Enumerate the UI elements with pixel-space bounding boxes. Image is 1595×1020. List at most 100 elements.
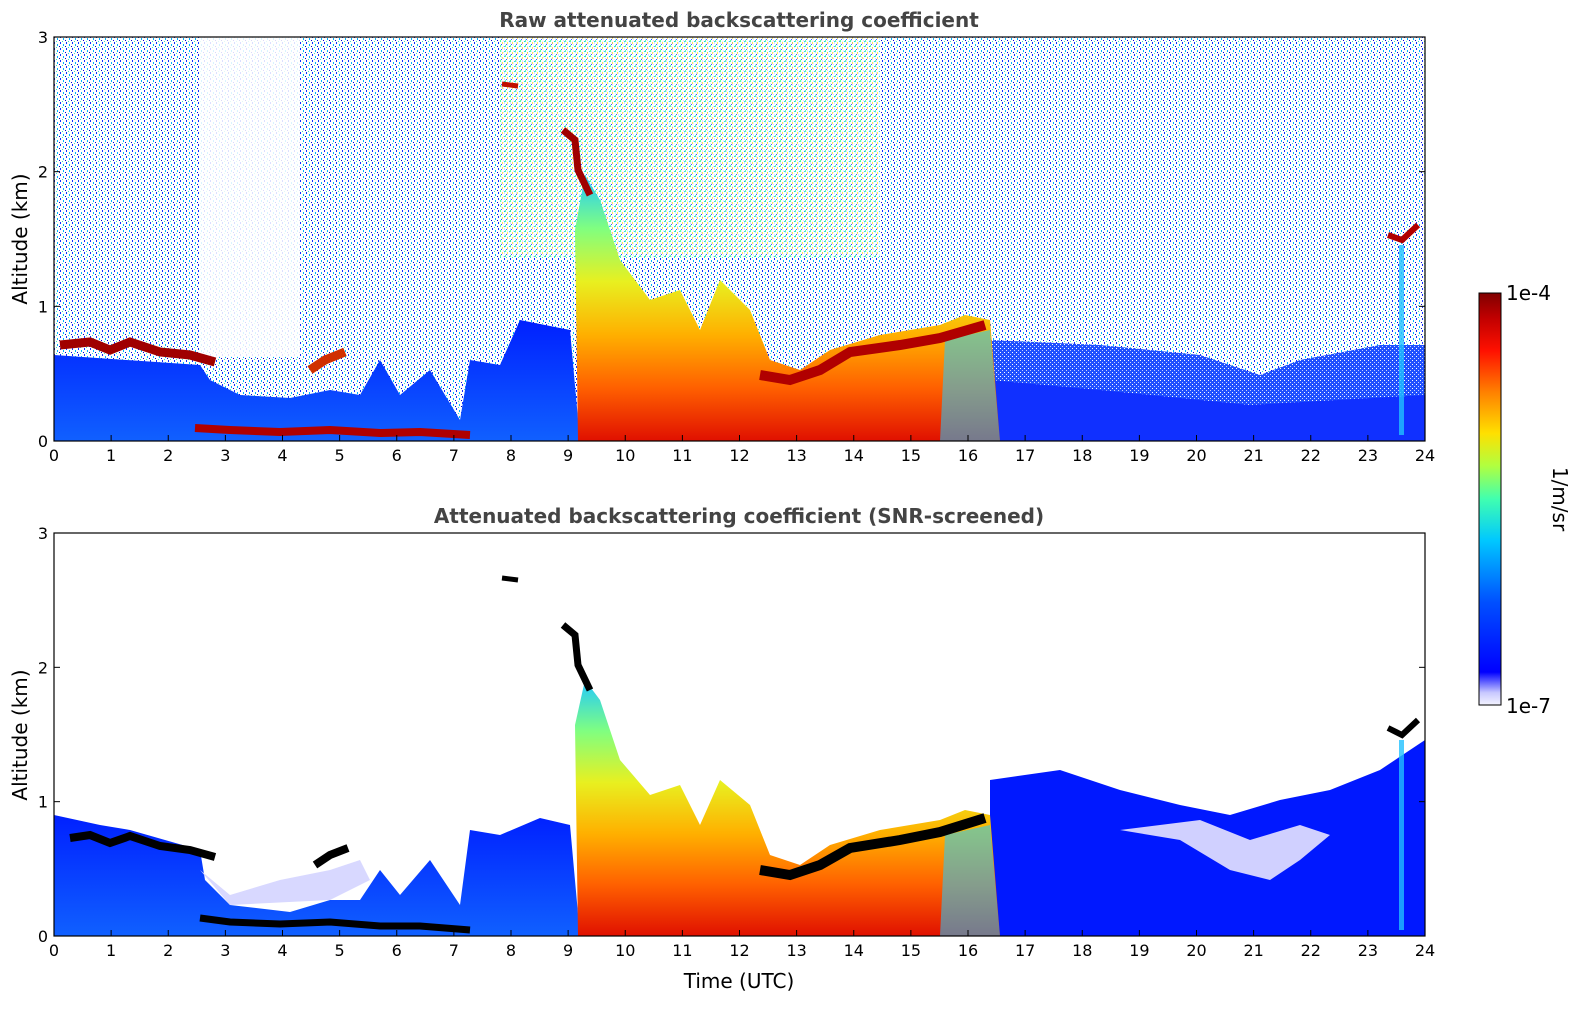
bottom-plume (575, 680, 1000, 936)
top-x-tick-label: 21 (1243, 446, 1263, 465)
top-x-tick-label: 12 (729, 446, 749, 465)
bottom-x-tick-label: 5 (335, 941, 345, 960)
colorbar: 1e-4 1e-7 1/m/sr (1478, 281, 1572, 718)
bottom-plume-fade (940, 825, 1000, 936)
top-y-tick-label: 2 (38, 163, 48, 182)
bottom-y-tick-label: 1 (38, 793, 48, 812)
bottom-cloud-layer-midday (759, 813, 987, 881)
colorbar-unit-label: 1/m/sr (1548, 467, 1572, 532)
top-x-tick-label: 19 (1129, 446, 1149, 465)
top-x-tick-label: 5 (335, 446, 345, 465)
top-y-axis-label: Altitude (km) (8, 173, 32, 304)
bottom-x-tick-label: 14 (844, 941, 864, 960)
top-fog-layer (194, 424, 471, 439)
bottom-x-tick-label: 23 (1358, 941, 1378, 960)
bottom-high-cloud-9h (560, 622, 594, 692)
bottom-x-tick-label: 24 (1415, 941, 1435, 960)
colorbar-max-label: 1e-4 (1506, 281, 1551, 305)
bottom-x-tick-label: 1 (106, 941, 116, 960)
top-y-tick-label: 0 (38, 432, 48, 451)
top-plume-fade (940, 330, 1000, 441)
bottom-y-tick-label: 2 (38, 658, 48, 677)
top-x-tick-label: 6 (392, 446, 402, 465)
top-x-tick-label: 1 (106, 446, 116, 465)
bottom-x-tick-label: 9 (563, 941, 573, 960)
bottom-x-tick-label: 3 (220, 941, 230, 960)
top-cloud-streak-8h (501, 81, 519, 89)
bottom-y-tick-label: 3 (38, 524, 48, 543)
top-cloud-column-23h (1399, 245, 1404, 435)
top-x-tick-label: 2 (163, 446, 173, 465)
top-cloud-layer-midday (759, 320, 987, 386)
top-high-cloud-9h (560, 127, 594, 197)
bottom-x-ticks: 0 1 2 3 4 5 6 7 8 9 10 11 12 13 14 15 16 17 18 19 20 21 22 23 24 (49, 930, 1435, 960)
bottom-small-cloud-5h (312, 844, 350, 869)
top-x-ticks: 0 1 2 3 4 5 6 7 8 9 10 11 12 13 14 15 16 17 18 19 20 21 22 23 24 (49, 435, 1435, 465)
bottom-cloud-column-23h (1399, 740, 1404, 930)
bottom-fog-layer (199, 914, 471, 934)
top-clear-column (200, 37, 300, 357)
top-x-tick-label: 7 (449, 446, 459, 465)
top-x-tick-label: 4 (277, 446, 287, 465)
top-x-tick-label: 20 (1186, 446, 1206, 465)
top-x-tick-label: 18 (1072, 446, 1092, 465)
top-x-tick-label: 3 (220, 446, 230, 465)
bottom-morning-light-fill (200, 860, 370, 905)
bottom-morning-aerosol-layer (54, 815, 580, 936)
top-x-tick-label: 8 (506, 446, 516, 465)
bottom-x-tick-label: 12 (729, 941, 749, 960)
colorbar-min-label: 1e-7 (1506, 694, 1551, 718)
bottom-isolated-cloud-23h (1386, 717, 1421, 739)
bottom-x-axis-label: Time (UTC) (683, 969, 795, 993)
top-low-cloud-morning (59, 337, 217, 367)
bottom-cloud-streak-8h (501, 575, 519, 583)
top-x-tick-label: 10 (615, 446, 635, 465)
top-afternoon-aerosol-base (990, 380, 1425, 441)
top-speckle-upper-plume (500, 37, 880, 257)
bottom-x-tick-label: 18 (1072, 941, 1092, 960)
bottom-x-tick-label: 19 (1129, 941, 1149, 960)
top-plume (575, 175, 1000, 441)
top-panel-title: Raw attenuated backscattering coefficien… (499, 8, 979, 32)
top-x-tick-label: 0 (49, 446, 59, 465)
top-x-tick-label: 24 (1415, 446, 1435, 465)
bottom-x-tick-label: 15 (901, 941, 921, 960)
top-panel-plot (54, 37, 1425, 441)
bottom-y-ticks: 0 1 2 3 (38, 524, 1425, 946)
bottom-x-tick-label: 10 (615, 941, 635, 960)
bottom-x-tick-label: 16 (958, 941, 978, 960)
bottom-x-tick-label: 20 (1186, 941, 1206, 960)
top-x-tick-label: 11 (672, 446, 692, 465)
top-y-tick-label: 3 (38, 28, 48, 47)
top-x-tick-label: 17 (1015, 446, 1035, 465)
bottom-x-tick-label: 21 (1243, 941, 1263, 960)
bottom-panel-title: Attenuated backscattering coefficient (S… (434, 504, 1044, 528)
top-y-ticks: 0 1 2 3 (38, 28, 1425, 451)
bottom-x-tick-label: 13 (786, 941, 806, 960)
top-x-tick-label: 13 (786, 446, 806, 465)
bottom-x-tick-label: 22 (1301, 941, 1321, 960)
bottom-x-tick-label: 2 (163, 941, 173, 960)
top-x-tick-label: 22 (1301, 446, 1321, 465)
top-morning-aerosol-layer (54, 320, 580, 441)
bottom-afternoon-light-region (1120, 820, 1330, 880)
top-x-tick-label: 14 (844, 446, 864, 465)
top-isolated-cloud-23h (1386, 222, 1421, 244)
bottom-y-tick-label: 0 (38, 927, 48, 946)
bottom-x-tick-label: 6 (392, 941, 402, 960)
top-x-tick-label: 16 (958, 446, 978, 465)
bottom-y-axis-label: Altitude (km) (8, 669, 32, 800)
bottom-x-tick-label: 8 (506, 941, 516, 960)
bottom-x-tick-label: 7 (449, 941, 459, 960)
top-y-tick-label: 1 (38, 297, 48, 316)
top-x-tick-label: 9 (563, 446, 573, 465)
bottom-x-tick-label: 11 (672, 941, 692, 960)
bottom-x-tick-label: 4 (277, 941, 287, 960)
top-x-tick-label: 15 (901, 446, 921, 465)
bottom-low-cloud-morning (69, 830, 217, 861)
bottom-panel-plot (54, 533, 1425, 936)
bottom-x-tick-label: 17 (1015, 941, 1035, 960)
top-small-cloud-5h (307, 347, 347, 374)
bottom-x-tick-label: 0 (49, 941, 59, 960)
